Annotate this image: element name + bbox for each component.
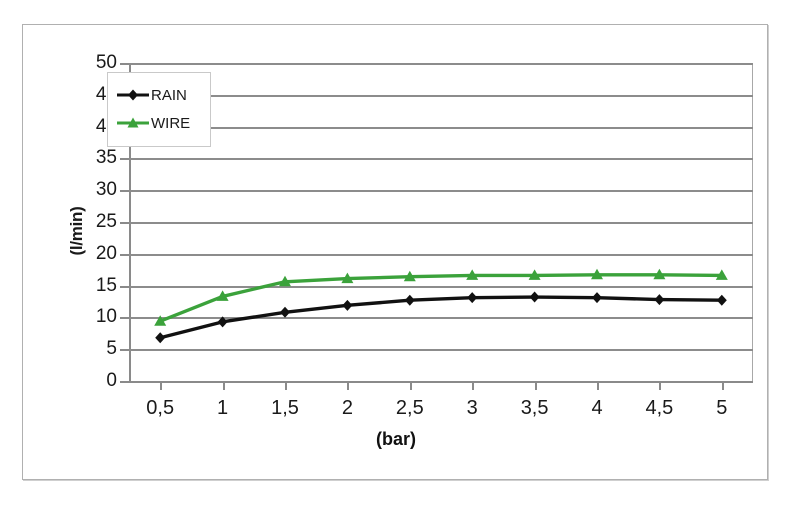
x-tick-mark [160,381,163,390]
data-point-diamond [155,332,166,344]
data-point-triangle [403,270,416,282]
legend-item-wire: WIRE [116,109,204,137]
x-tick-mark [534,381,537,390]
series-layer [154,268,728,344]
data-point-diamond [592,292,602,304]
x-tick-mark [597,381,599,390]
x-tick-mark [347,381,350,390]
y-tick-mark [120,317,129,320]
y-tick-label: 10 [95,306,117,328]
data-point-diamond [342,299,353,311]
y-tick-label: 0 [106,370,117,391]
legend-label-wire: WIRE [151,114,191,132]
x-tick-label: 4,5 [645,397,674,419]
y-tick-label: 50 [95,52,117,73]
x-tick-label: 2 [341,397,353,419]
legend-marker-triangle-icon [116,116,150,130]
legend-item-rain: RAIN [116,81,204,109]
data-point-triangle [216,290,229,301]
gridline [129,63,753,65]
y-tick-mark [120,222,129,224]
data-point-diamond [404,294,415,306]
plot-area: 50454035302520151050 0,511,522,533,544,5… [96,52,753,419]
series-wire [154,268,728,326]
y-tick-mark [120,63,129,65]
x-tick-label: 5 [716,397,728,419]
gridline [129,126,753,129]
gridline [129,285,753,288]
data-point-diamond [217,316,228,328]
gridline [129,190,753,193]
x-tick-mark [721,381,724,390]
chart-figure: (l/min) 50454035302520151050 0,511,522,5… [22,24,768,480]
y-tick-mark [120,253,129,256]
legend-marker-diamond-icon [116,88,150,102]
x-tick-label: 3,5 [520,397,549,419]
x-axis-title: (bar) [376,429,416,449]
series-rain [155,291,727,344]
x-tick-label: 1 [217,397,229,419]
x-tick-mark [285,381,287,390]
y-tick-mark [120,158,129,161]
x-tick-mark [659,381,662,390]
data-point-diamond [654,294,665,306]
y-tick-label: 5 [106,338,117,360]
gridline [129,349,753,352]
data-point-diamond [716,294,727,306]
x-tick-mark [472,381,475,390]
gridline [129,253,753,256]
gridline [129,94,753,97]
x-tick-mark [222,381,225,390]
data-point-diamond [529,291,540,303]
data-point-diamond [280,306,290,318]
legend-label-rain: RAIN [151,86,187,104]
y-tick-mark [120,381,129,383]
data-point-triangle [653,268,666,280]
data-point-triangle [279,275,291,287]
x-tick-mark [409,381,412,390]
x-tick-label: 2,5 [395,397,424,419]
gridline [129,222,753,224]
y-tick-label: 15 [95,274,117,296]
x-tick-label: 4 [591,397,603,419]
y-tick-label: 25 [95,211,117,232]
y-axis-title: (l/min) [67,206,86,256]
legend: RAIN WIRE [107,72,211,147]
y-tick-mark [120,349,129,352]
series-line [159,273,722,323]
data-point-triangle [591,268,603,280]
x-tick-label: 3 [466,397,478,419]
gridline [129,317,753,320]
y-tick-label: 30 [95,179,117,201]
y-tick-label: 20 [95,242,117,264]
x-tick-label: 0,5 [146,397,175,419]
data-point-triangle [715,269,728,280]
data-point-triangle [341,272,354,284]
data-point-triangle [466,269,479,280]
y-tick-label: 35 [95,147,117,169]
y-tick-mark [120,285,129,288]
x-tick-label: 1,5 [271,397,299,419]
gridline [129,381,753,383]
data-point-diamond [467,292,478,304]
data-point-triangle [528,269,541,280]
series-line [159,295,722,340]
y-tick-mark [120,190,129,193]
gridline [129,158,753,161]
data-point-triangle [154,315,167,326]
